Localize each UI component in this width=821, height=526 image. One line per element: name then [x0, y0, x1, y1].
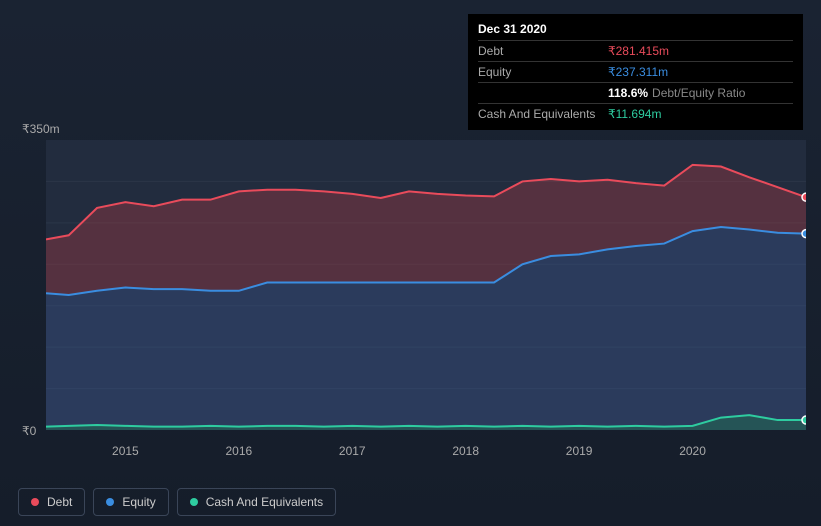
tooltip-row-ratio: 118.6% Debt/Equity Ratio: [478, 82, 793, 103]
yaxis-max-label: ₹350m: [22, 122, 60, 136]
chart-svg: [46, 140, 806, 430]
tooltip-ratio-label: Debt/Equity Ratio: [652, 86, 745, 100]
chart-tooltip: Dec 31 2020 Debt ₹281.415m Equity ₹237.3…: [468, 14, 803, 130]
chart-container: Dec 31 2020 Debt ₹281.415m Equity ₹237.3…: [0, 0, 821, 526]
tooltip-date: Dec 31 2020: [478, 20, 793, 40]
xaxis-tick-label: 2019: [566, 444, 593, 458]
xaxis-tick-label: 2017: [339, 444, 366, 458]
legend-item-debt[interactable]: Debt: [18, 488, 85, 516]
circle-icon: [106, 498, 114, 506]
yaxis-min-label: ₹0: [22, 424, 36, 438]
tooltip-row-debt: Debt ₹281.415m: [478, 40, 793, 61]
legend-equity-label: Equity: [122, 495, 155, 509]
tooltip-ratio-value: 118.6%: [608, 86, 648, 100]
tooltip-cash-label: Cash And Equivalents: [478, 107, 608, 121]
circle-icon: [31, 498, 39, 506]
legend-item-equity[interactable]: Equity: [93, 488, 168, 516]
xaxis-tick-label: 2020: [679, 444, 706, 458]
tooltip-row-cash: Cash And Equivalents ₹11.694m: [478, 103, 793, 124]
xaxis-tick-label: 2015: [112, 444, 139, 458]
legend: Debt Equity Cash And Equivalents: [18, 488, 336, 516]
tooltip-ratio-spacer: [478, 86, 608, 100]
legend-cash-label: Cash And Equivalents: [206, 495, 323, 509]
circle-icon: [190, 498, 198, 506]
plot-area[interactable]: [46, 140, 806, 430]
tooltip-equity-value: ₹237.311m: [608, 65, 668, 79]
legend-item-cash[interactable]: Cash And Equivalents: [177, 488, 336, 516]
tooltip-equity-label: Equity: [478, 65, 608, 79]
legend-debt-label: Debt: [47, 495, 72, 509]
tooltip-debt-label: Debt: [478, 44, 608, 58]
xaxis-tick-label: 2018: [452, 444, 479, 458]
tooltip-debt-value: ₹281.415m: [608, 44, 669, 58]
tooltip-row-equity: Equity ₹237.311m: [478, 61, 793, 82]
tooltip-cash-value: ₹11.694m: [608, 107, 661, 121]
xaxis-tick-label: 2016: [225, 444, 252, 458]
